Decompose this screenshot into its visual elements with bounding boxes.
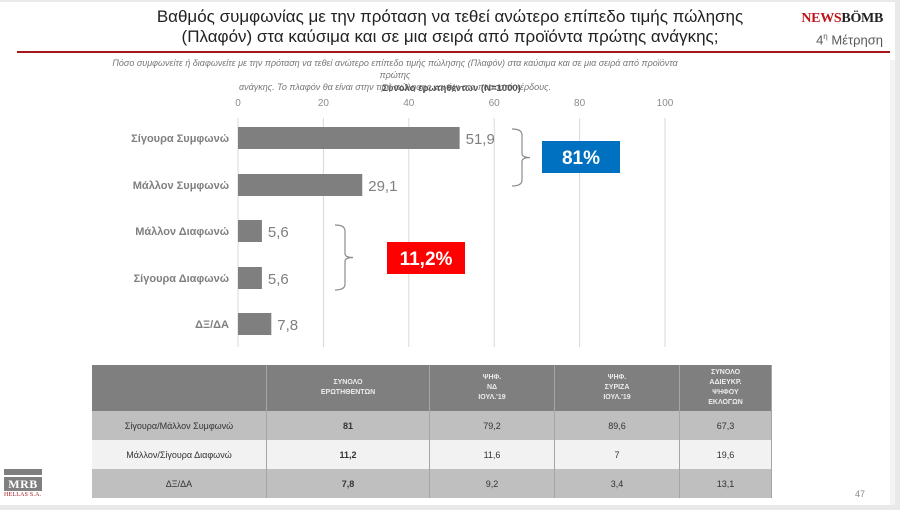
table-row: Σίγουρα/Μάλλον Συμφωνώ 81 79,2 89,6 67,3 xyxy=(92,411,772,440)
title-line-1: Βαθμός συμφωνίας με την πρόταση να τεθεί… xyxy=(156,7,744,26)
category-label: Μάλλον Συμφωνώ xyxy=(133,180,229,192)
callout-label: 11,2% xyxy=(400,249,453,270)
bar xyxy=(238,127,460,149)
data-label: 5,6 xyxy=(268,224,289,241)
x-tick-label: 20 xyxy=(318,98,330,109)
category-label: Σίγουρα Συμφωνώ xyxy=(131,133,229,145)
table-row: ΔΞ/ΔΑ 7,8 9,2 3,4 13,1 xyxy=(92,469,772,498)
logo-bar xyxy=(4,469,42,475)
bar xyxy=(238,267,262,289)
callout-label: 81% xyxy=(562,148,600,169)
bar xyxy=(238,220,262,242)
slide-title: Βαθμός συμφωνίας με την πρόταση να τεθεί… xyxy=(100,7,800,47)
x-tick-label: 60 xyxy=(489,98,501,109)
callout-box xyxy=(387,242,465,274)
x-tick-label: 0 xyxy=(235,98,241,109)
wave-sup: η xyxy=(823,32,828,41)
category-label: Σίγουρα Διαφωνώ xyxy=(134,273,229,285)
wave-label: 4η Μέτρηση xyxy=(816,32,883,47)
bar xyxy=(238,313,272,335)
summary-table: ΣΥΝΟΛΟ ΕΡΩΤΗΘΕΝΤΩΝ ΨΗΦ. ΝΔ ΙΟΥΛ.'19 ΨΗΦ. ΣΥΡΙΖ… xyxy=(92,365,772,498)
row-label: ΔΞ/ΔΑ xyxy=(92,469,267,498)
brand-part-1: NEWS xyxy=(801,11,842,26)
table-header-cell: ΨΗΦ. ΝΔ ΙΟΥΛ.'19 xyxy=(429,365,555,411)
group-bracket xyxy=(511,128,531,187)
table-cell: 67,3 xyxy=(679,411,772,440)
page-number: 47 xyxy=(855,489,866,499)
x-tick-label: 40 xyxy=(403,98,415,109)
bar-chart: 0 20 40 60 80 100 Σίγουρα Συμφωνώ 51,9 Μάλλον Συ… xyxy=(131,98,674,347)
table-row: Μάλλον/Σίγουρα Διαφωνώ 11,2 11,6 7 19,6 xyxy=(92,440,772,469)
mrb-logo: MRB HELLAS S.A. xyxy=(4,469,42,499)
table-cell: 9,2 xyxy=(429,469,555,498)
data-label: 7,8 xyxy=(277,317,298,334)
group-bracket xyxy=(334,224,354,291)
data-label: 5,6 xyxy=(268,271,289,288)
row-label: Σίγουρα/Μάλλον Συμφωνώ xyxy=(92,411,267,440)
table-header-blank xyxy=(92,365,267,411)
table-header-cell: ΨΗΦ. ΣΥΡΙΖΑ ΙΟΥΛ.'19 xyxy=(554,365,680,411)
table-header-cell: ΣΥΝΟΛΟ ΕΡΩΤΗΘΕΝΤΩΝ xyxy=(266,365,430,411)
table-cell: 11,2 xyxy=(266,440,430,469)
row-label: Μάλλον/Σίγουρα Διαφωνώ xyxy=(92,440,267,469)
table-header-row: ΣΥΝΟΛΟ ΕΡΩΤΗΘΕΝΤΩΝ ΨΗΦ. ΝΔ ΙΟΥΛ.'19 ΨΗΦ. ΣΥΡΙΖ… xyxy=(92,365,772,411)
table-cell: 19,6 xyxy=(679,440,772,469)
bar xyxy=(238,174,363,196)
wave-text: Μέτρηση xyxy=(827,32,883,48)
header-divider xyxy=(17,51,890,53)
table-cell: 89,6 xyxy=(554,411,680,440)
data-label: 29,1 xyxy=(368,178,397,195)
x-tick-label: 100 xyxy=(657,98,674,109)
logo-main-text: MRB xyxy=(4,477,42,491)
table-cell: 11,6 xyxy=(429,440,555,469)
table-header-cell: ΣΥΝΟΛΟ ΑΔΙΕΥΚΡ. ΨΗΦΟΥ ΕΚΛΟΓΩΝ xyxy=(679,365,772,411)
table-cell: 3,4 xyxy=(554,469,680,498)
slide-edge xyxy=(890,60,895,505)
category-label: Μάλλον Διαφωνώ xyxy=(135,226,229,238)
table-cell: 79,2 xyxy=(429,411,555,440)
table-cell: 13,1 xyxy=(679,469,772,498)
callout-box xyxy=(542,141,620,173)
x-tick-label: 80 xyxy=(574,98,586,109)
logo-sub-text: HELLAS S.A. xyxy=(4,492,42,498)
question-line-2: ανάγκης. Το πλαφόν θα είναι στην τιμή πώ… xyxy=(239,82,551,92)
data-label: 51,9 xyxy=(466,131,495,148)
table-cell: 7,8 xyxy=(266,469,430,498)
title-line-2: (Πλαφόν) στα καύσιμα και σε μια σειρά απ… xyxy=(181,27,719,46)
wave-number: 4 xyxy=(816,32,824,48)
question-text: Πόσο συμφωνείτε ή διαφωνείτε με την πρότ… xyxy=(100,57,690,93)
question-line-1: Πόσο συμφωνείτε ή διαφωνείτε με την πρότ… xyxy=(112,58,678,80)
newsbomb-logo: NEWSBÖMB xyxy=(801,11,883,27)
table-cell: 7 xyxy=(554,440,680,469)
brand-part-2: BÖMB xyxy=(841,11,883,26)
table-cell: 81 xyxy=(266,411,430,440)
category-label: ΔΞ/ΔΑ xyxy=(195,319,229,331)
chart-title: Σύνολο ερωτηθέντων (N=1000) xyxy=(382,83,521,94)
